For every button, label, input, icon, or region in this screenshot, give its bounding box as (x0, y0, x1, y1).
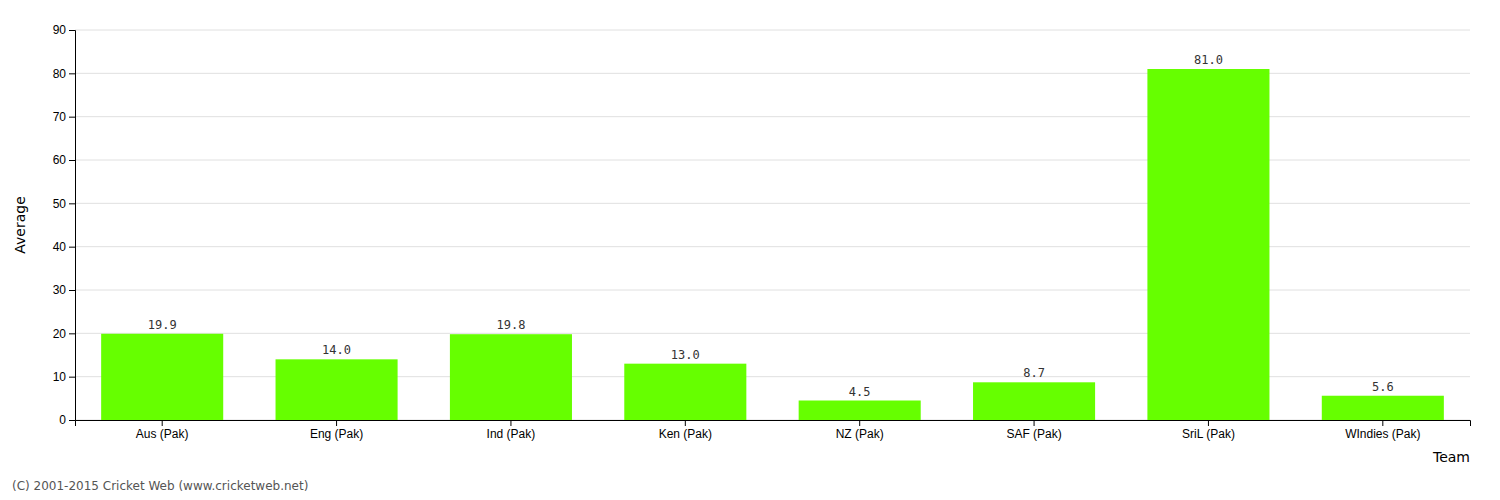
bar (624, 364, 746, 420)
y-tick-label: 20 (53, 327, 67, 341)
y-tick-label: 80 (53, 67, 67, 81)
y-tick: 50 (53, 197, 75, 211)
x-tick: WIndies (Pak) (1345, 420, 1420, 441)
y-tick-mark (69, 117, 75, 118)
y-tick-mark (69, 290, 75, 291)
y-tick: 10 (53, 370, 75, 384)
data-label: 13.0 (671, 348, 700, 362)
x-tick-label: SAF (Pak) (1006, 427, 1061, 441)
y-tick: 30 (53, 283, 75, 297)
grid (75, 30, 1470, 420)
y-tick: 20 (53, 327, 75, 341)
y-tick-label: 90 (53, 23, 67, 37)
chart: 0 10 20 30 40 50 60 70 80 90 Aus (Pak) Eng (Pak) Ind… (0, 0, 1500, 500)
y-tick: 80 (53, 67, 75, 81)
data-label: 81.0 (1194, 53, 1223, 67)
y-tick-mark (69, 377, 75, 378)
x-tick-label: Eng (Pak) (310, 427, 363, 441)
bar (276, 359, 398, 420)
bar (973, 382, 1095, 420)
x-tick-label: Ken (Pak) (659, 427, 712, 441)
data-label: 14.0 (322, 343, 351, 357)
data-label: 5.6 (1372, 380, 1394, 394)
x-axis: Aus (Pak) Eng (Pak) Ind (Pak) Ken (Pak) NZ (… (76, 420, 1471, 441)
x-tick-mark (510, 420, 511, 426)
y-tick: 0 (59, 413, 75, 427)
data-label: 19.9 (148, 318, 177, 332)
bar (101, 334, 223, 420)
x-tick: Ind (Pak) (487, 420, 536, 441)
x-tick-label: Aus (Pak) (136, 427, 189, 441)
data-label: 19.8 (496, 318, 525, 332)
x-tick: Ken (Pak) (659, 420, 712, 441)
x-tick-mark (859, 420, 860, 426)
x-tick-mark (1034, 420, 1035, 426)
y-tick-label: 30 (53, 283, 67, 297)
bar (1147, 69, 1269, 420)
y-tick-mark (69, 73, 75, 74)
y-tick-label: 50 (53, 197, 67, 211)
y-tick: 70 (53, 110, 75, 124)
x-tick-mark (162, 420, 163, 426)
y-axis-title: Average (12, 196, 28, 254)
data-label: 4.5 (849, 385, 871, 399)
y-tick-label: 70 (53, 110, 67, 124)
y-tick: 90 (53, 23, 75, 37)
x-tick-mark (1208, 420, 1209, 426)
y-tick: 40 (53, 240, 75, 254)
x-tick-label: Ind (Pak) (487, 427, 536, 441)
bar (450, 334, 572, 420)
footer: (C) 2001-2015 Cricket Web (www.cricketwe… (12, 479, 308, 493)
x-axis-line (76, 421, 1471, 427)
data-label: 8.7 (1023, 366, 1045, 380)
x-axis-title: Team (1432, 449, 1470, 465)
y-tick-label: 10 (53, 370, 67, 384)
x-tick: Aus (Pak) (136, 420, 189, 441)
y-tick-mark (69, 333, 75, 334)
y-tick-mark (69, 203, 75, 204)
x-tick: NZ (Pak) (836, 420, 884, 441)
x-tick: SriL (Pak) (1182, 420, 1235, 441)
y-tick-mark (69, 420, 75, 421)
y-tick-mark (69, 30, 75, 31)
y-tick: 60 (53, 153, 75, 167)
x-tick-mark (685, 420, 686, 426)
x-tick-label: WIndies (Pak) (1345, 427, 1420, 441)
x-tick-mark (336, 420, 337, 426)
x-tick-mark (1382, 420, 1383, 426)
y-tick-label: 60 (53, 153, 67, 167)
grid-line (75, 30, 1470, 31)
x-tick: SAF (Pak) (1006, 420, 1061, 441)
x-tick-label: SriL (Pak) (1182, 427, 1235, 441)
y-axis: 0 10 20 30 40 50 60 70 80 90 (53, 23, 76, 427)
y-axis-line (69, 31, 76, 421)
bars (101, 69, 1444, 420)
y-tick-mark (69, 247, 75, 248)
y-tick-label: 0 (59, 413, 66, 427)
x-tick: Eng (Pak) (310, 420, 363, 441)
bar (1322, 396, 1444, 420)
y-tick-mark (69, 160, 75, 161)
bar (799, 401, 921, 421)
x-tick-label: NZ (Pak) (836, 427, 884, 441)
plot: 0 10 20 30 40 50 60 70 80 90 Aus (Pak) Eng (Pak) Ind… (12, 23, 1471, 465)
y-tick-label: 40 (53, 240, 67, 254)
data-labels: 19.9 14.0 19.8 13.0 4.5 8.7 81.0 5.6 (148, 53, 1394, 399)
